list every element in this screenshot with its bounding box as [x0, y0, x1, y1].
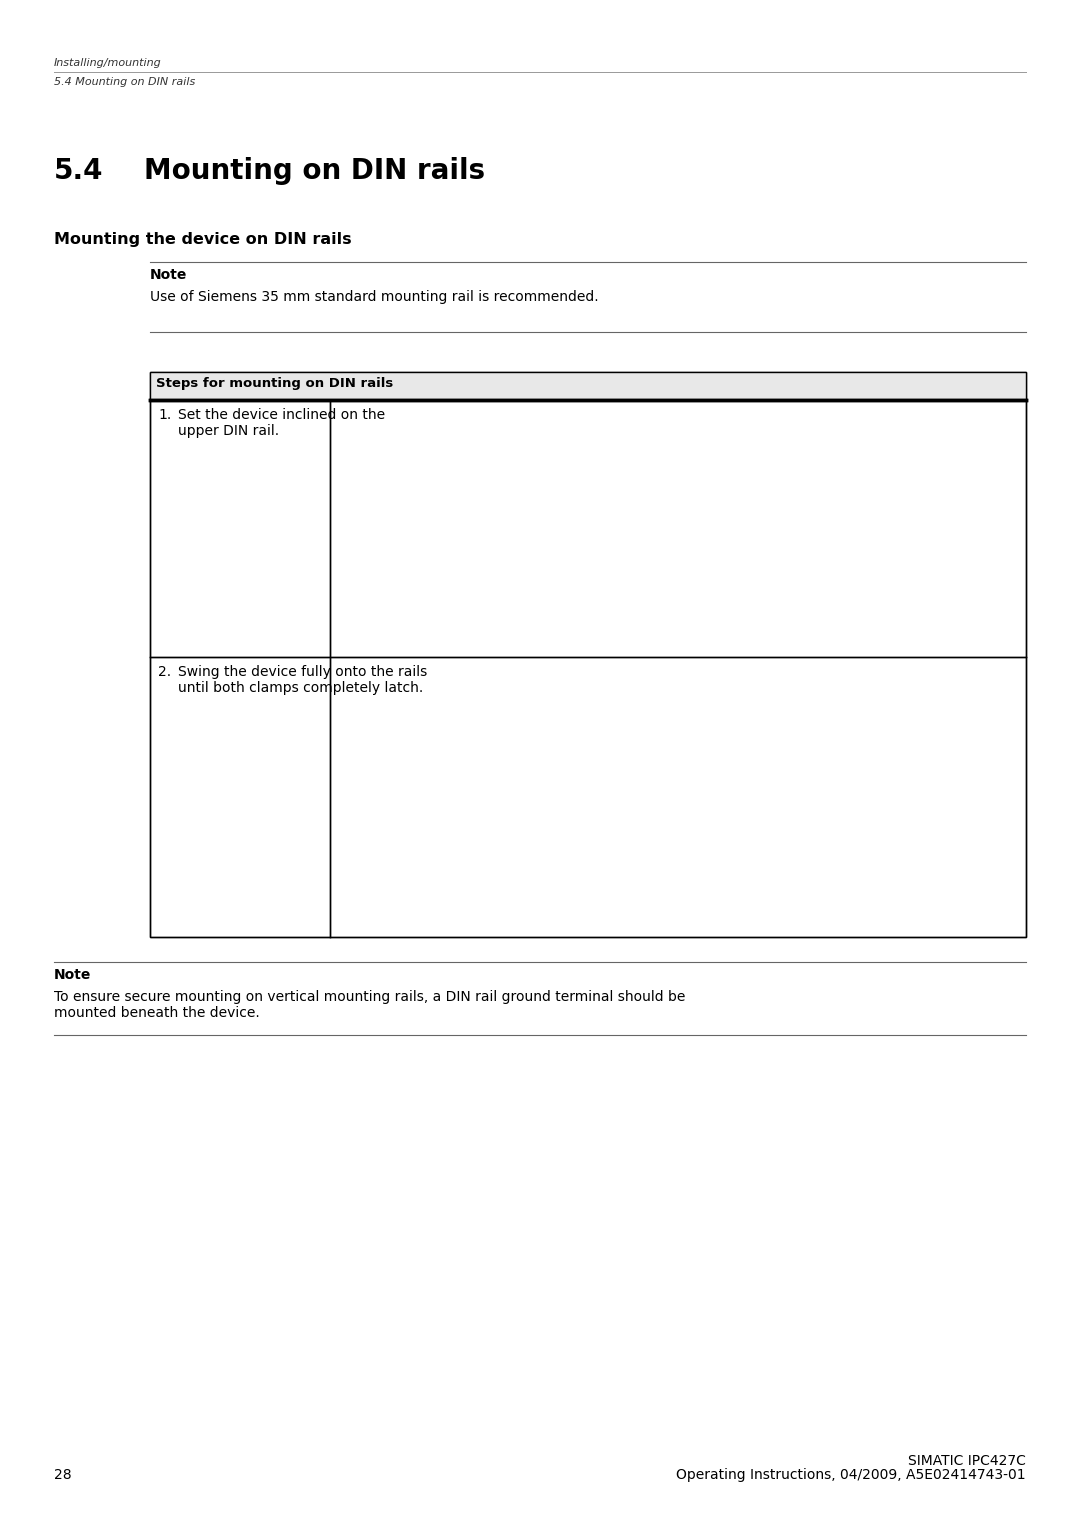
- Bar: [150, 373, 1026, 938]
- Text: Installing/mounting: Installing/mounting: [54, 58, 162, 69]
- Text: Swing the device fully onto the rails
until both clamps completely latch.: Swing the device fully onto the rails un…: [178, 664, 428, 695]
- Text: 28: 28: [54, 1467, 71, 1483]
- Text: SIMATIC IPC427C: SIMATIC IPC427C: [908, 1454, 1026, 1467]
- Bar: [150, 373, 1026, 938]
- Text: 2.: 2.: [158, 664, 171, 680]
- Text: Mounting the device on DIN rails: Mounting the device on DIN rails: [54, 232, 352, 247]
- Text: Operating Instructions, 04/2009, A5E02414743-01: Operating Instructions, 04/2009, A5E0241…: [676, 1467, 1026, 1483]
- Bar: [150, 373, 1026, 400]
- Text: Note: Note: [54, 968, 92, 982]
- Text: 5.4 Mounting on DIN rails: 5.4 Mounting on DIN rails: [54, 76, 195, 87]
- Text: 1.: 1.: [158, 408, 172, 421]
- Text: 5.4: 5.4: [54, 157, 104, 185]
- Text: To ensure secure mounting on vertical mounting rails, a DIN rail ground terminal: To ensure secure mounting on vertical mo…: [54, 989, 686, 1020]
- Text: Mounting on DIN rails: Mounting on DIN rails: [144, 157, 485, 185]
- Text: Use of Siemens 35 mm standard mounting rail is recommended.: Use of Siemens 35 mm standard mounting r…: [150, 290, 598, 304]
- Text: Set the device inclined on the
upper DIN rail.: Set the device inclined on the upper DIN…: [178, 408, 386, 438]
- Text: Note: Note: [150, 269, 187, 282]
- Text: Steps for mounting on DIN rails: Steps for mounting on DIN rails: [156, 377, 393, 389]
